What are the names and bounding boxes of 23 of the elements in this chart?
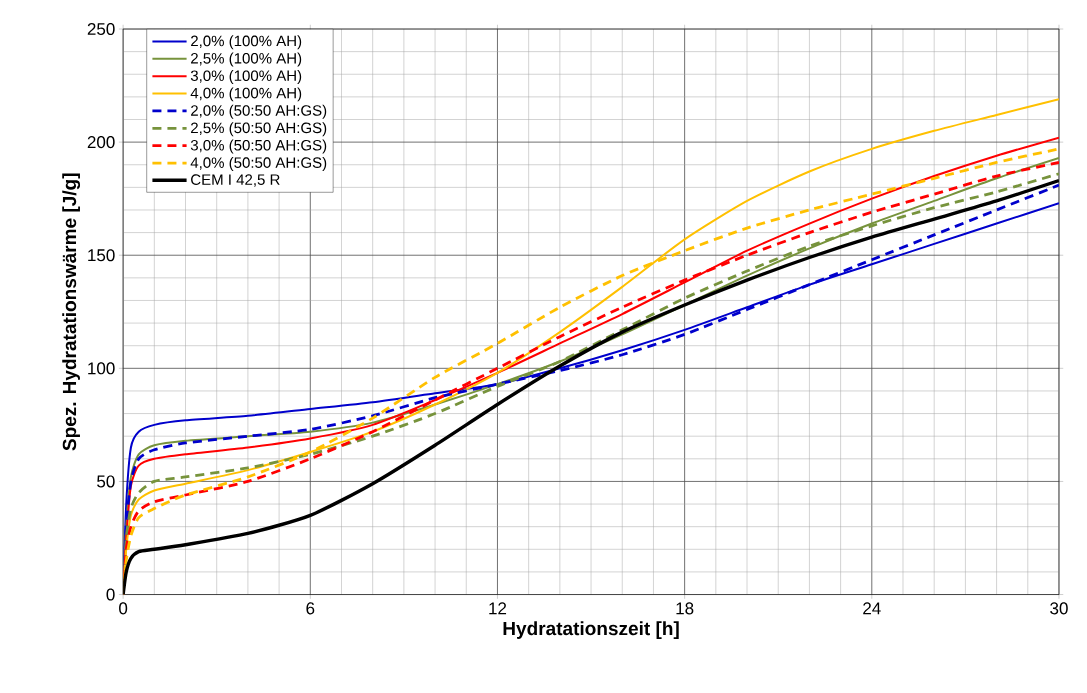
legend-label: 3,0% (100% AH) — [190, 70, 302, 85]
x-tick-label: 18 — [676, 602, 694, 615]
legend-label: 2,0% (50:50 AH:GS) — [191, 104, 327, 119]
y-tick-label: 250 — [87, 23, 115, 36]
x-axis-title: Hydratationszeit [h] — [503, 621, 679, 640]
legend-label: 3,0% (50:50 AH:GS) — [190, 139, 327, 154]
x-tick-label: 6 — [306, 602, 315, 615]
legend-label: CEM I 42,5 R — [191, 174, 280, 187]
x-tick-label: 30 — [1050, 602, 1068, 615]
x-tick-label: 0 — [119, 602, 128, 615]
y-tick-label: 150 — [88, 249, 115, 262]
y-axis-title: Spez. Hydratationswärme [J/g] — [62, 173, 81, 451]
legend-label: 2,0% (100% AH) — [191, 35, 302, 50]
legend-label: 2,5% (50:50 AH:GS) — [191, 122, 327, 137]
x-tick-label: 12 — [489, 602, 507, 615]
legend-label: 4,0% (100% AH) — [190, 87, 302, 102]
legend-label: 4,0% (50:50 AH:GS) — [190, 157, 327, 172]
y-tick-label: 50 — [97, 475, 115, 488]
y-tick-label: 200 — [87, 136, 115, 149]
legend-label: 2,5% (100% AH) — [191, 52, 302, 67]
x-tick-label: 24 — [863, 602, 881, 615]
y-tick-label: 100 — [88, 362, 115, 375]
y-tick-label: 0 — [106, 588, 115, 601]
